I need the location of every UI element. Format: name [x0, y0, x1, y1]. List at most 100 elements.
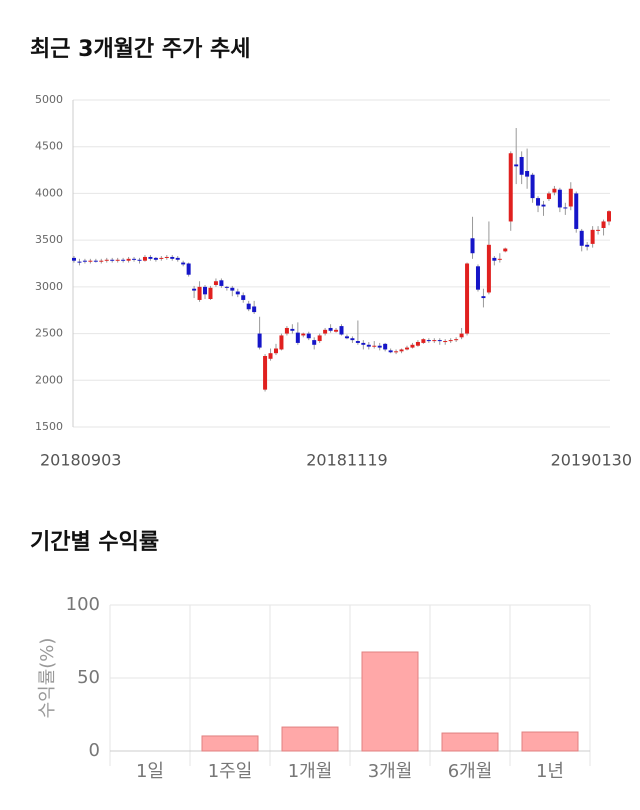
candle-body — [279, 335, 284, 350]
x-tick-label: 1년 — [536, 761, 564, 782]
candle-body — [93, 260, 98, 262]
candle-body — [525, 171, 530, 177]
candle-body — [208, 287, 213, 300]
chart-title: 기간별 수익률 — [30, 530, 159, 555]
candle-body — [132, 258, 137, 260]
candle-body — [579, 230, 584, 246]
candle-body — [164, 256, 169, 258]
candle-body — [284, 327, 289, 334]
candle-body — [454, 339, 459, 341]
candle-body — [497, 258, 502, 260]
candle-body — [596, 229, 601, 231]
candle-body — [361, 342, 366, 345]
x-tick-label: 1일 — [136, 761, 164, 782]
candle-body — [181, 262, 186, 265]
candle-body — [470, 238, 475, 254]
candle-body — [153, 257, 158, 260]
y-tick-label: 2500 — [35, 327, 63, 340]
candle-body — [459, 333, 464, 338]
candle-body — [503, 248, 508, 252]
candle-body — [508, 153, 513, 222]
candle-body — [115, 259, 120, 261]
x-tick-label: 20180903 — [40, 451, 121, 470]
candle-body — [541, 204, 546, 207]
y-tick-label: 3000 — [35, 280, 63, 293]
candle-body — [126, 258, 131, 261]
bar — [361, 651, 419, 752]
y-tick-label: 0 — [89, 740, 100, 761]
candle-body — [301, 333, 306, 336]
x-tick-label: 20181119 — [306, 451, 387, 470]
x-tick-label: 20190130 — [551, 451, 632, 470]
candle-body — [350, 338, 355, 341]
candle-body — [546, 193, 551, 200]
candle-body — [421, 339, 426, 343]
candle-body — [159, 257, 164, 259]
candle-body — [355, 341, 360, 343]
candle-body — [574, 193, 579, 229]
candle-body — [197, 286, 202, 300]
y-tick-label: 1500 — [35, 420, 63, 433]
candle-body — [99, 260, 104, 262]
candle-body — [552, 188, 557, 193]
x-tick-label: 3개월 — [368, 761, 413, 782]
candle-body — [448, 340, 453, 342]
x-tick-label: 6개월 — [448, 761, 493, 782]
candle-body — [536, 198, 541, 206]
y-tick-label: 100 — [66, 594, 100, 615]
candle-body — [339, 326, 344, 335]
candle-body — [170, 256, 175, 259]
candle-body — [557, 189, 562, 208]
candle-body — [530, 174, 535, 199]
candle-body — [585, 244, 590, 247]
candle-body — [257, 333, 262, 348]
candle-body — [426, 340, 431, 342]
candle-body — [175, 257, 180, 260]
candle-body — [377, 345, 382, 348]
candle-body — [415, 341, 420, 346]
candle-body — [601, 221, 606, 228]
candle-body — [563, 207, 568, 209]
candle-body — [437, 340, 442, 342]
candle-body — [252, 306, 257, 313]
candle-body — [465, 263, 470, 334]
y-tick-label: 2000 — [35, 373, 63, 386]
candle-body — [486, 244, 491, 293]
candle-body — [607, 211, 611, 222]
candle-body — [82, 260, 87, 262]
candle-body — [142, 256, 147, 261]
candle-body — [192, 288, 197, 291]
candle-body — [186, 263, 191, 275]
candle-body — [88, 260, 93, 262]
chart-title: 최근 3개월간 주가 추세 — [30, 37, 250, 62]
candle-body — [137, 259, 142, 261]
bar — [201, 735, 259, 752]
candle-body — [334, 329, 339, 332]
candle-body — [317, 335, 322, 342]
candle-body — [263, 355, 268, 390]
y-axis-label: 수익률(%) — [37, 638, 58, 719]
candle-body — [224, 286, 229, 288]
candle-body — [213, 281, 218, 285]
candle-body — [492, 257, 497, 261]
candle-body — [568, 188, 573, 207]
candle-body — [230, 287, 235, 291]
y-tick-label: 5000 — [35, 93, 63, 106]
candle-body — [295, 332, 300, 343]
candle-body — [372, 345, 377, 347]
y-tick-label: 4000 — [35, 186, 63, 199]
candle-body — [410, 344, 415, 348]
candle-body — [104, 259, 109, 261]
candle-body — [203, 286, 208, 295]
candle-body — [77, 261, 82, 263]
candle-body — [383, 343, 388, 350]
candle-body — [148, 256, 153, 259]
candle-body — [72, 257, 76, 261]
candle-body — [394, 351, 399, 353]
candle-body — [121, 259, 126, 261]
candle-body — [519, 156, 524, 175]
bar — [521, 731, 579, 752]
x-tick-label: 1주일 — [208, 761, 253, 782]
y-tick-label: 4500 — [35, 140, 63, 153]
